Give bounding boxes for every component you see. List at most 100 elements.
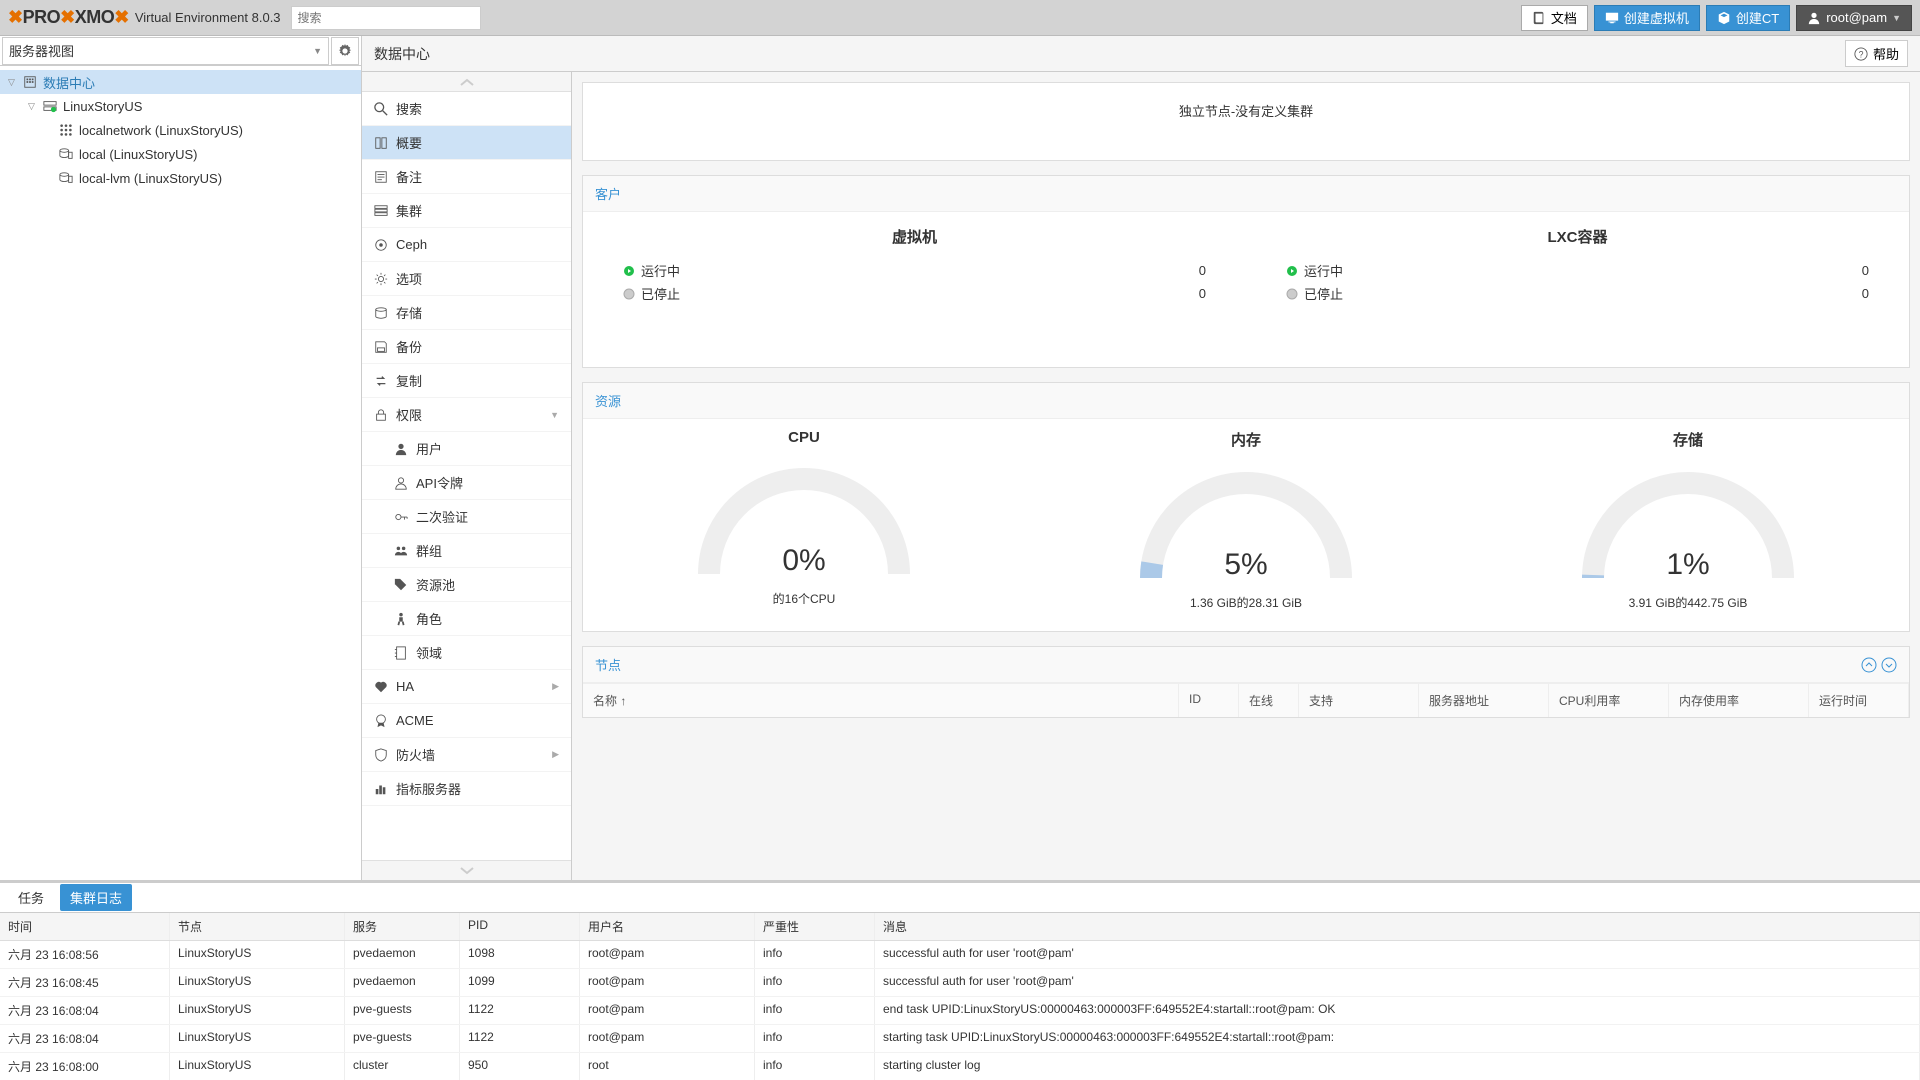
stopped-label: 已停止 bbox=[641, 284, 680, 303]
menu-storage[interactable]: 存储 bbox=[362, 296, 571, 330]
log-row[interactable]: 六月 23 16:08:45 LinuxStoryUS pvedaemon 10… bbox=[0, 969, 1920, 997]
lxc-running-row: 运行中 0 bbox=[1286, 261, 1869, 280]
menu-acme[interactable]: ACME bbox=[362, 704, 571, 738]
lxc-column: LXC容器 运行中 0 已停止 0 bbox=[1246, 226, 1909, 307]
col-cpu[interactable]: CPU利用率 bbox=[1549, 684, 1669, 717]
collapse-down-icon[interactable] bbox=[1881, 657, 1897, 673]
menu-summary[interactable]: 概要 bbox=[362, 126, 571, 160]
menu-scroll-up[interactable] bbox=[362, 72, 571, 92]
menu-pools[interactable]: 资源池 bbox=[362, 568, 571, 602]
tree-node[interactable]: ▽ LinuxStoryUS bbox=[0, 94, 361, 118]
menu-backup[interactable]: 备份 bbox=[362, 330, 571, 364]
guests-header: 客户 bbox=[583, 176, 1909, 212]
stopped-label: 已停止 bbox=[1304, 284, 1343, 303]
tree-settings-button[interactable] bbox=[331, 37, 359, 65]
menu-search[interactable]: 搜索 bbox=[362, 92, 571, 126]
menu-groups[interactable]: 群组 bbox=[362, 534, 571, 568]
create-vm-label: 创建虚拟机 bbox=[1624, 8, 1689, 27]
menu-permissions[interactable]: 权限▼ bbox=[362, 398, 571, 432]
tree-item-storage-local[interactable]: local (LinuxStoryUS) bbox=[0, 142, 361, 166]
nodes-title: 节点 bbox=[595, 655, 621, 674]
create-ct-button[interactable]: 创建CT bbox=[1706, 5, 1790, 31]
col-name[interactable]: 名称 ↑ bbox=[583, 684, 1179, 717]
col-node[interactable]: 节点 bbox=[170, 913, 345, 940]
menu-firewall[interactable]: 防火墙▶ bbox=[362, 738, 571, 772]
running-label: 运行中 bbox=[1304, 261, 1343, 280]
menu-options[interactable]: 选项 bbox=[362, 262, 571, 296]
top-header: ✖ PRO ✖ XMO ✖ Virtual Environment 8.0.3 … bbox=[0, 0, 1920, 36]
log-row[interactable]: 六月 23 16:08:04 LinuxStoryUS pve-guests 1… bbox=[0, 997, 1920, 1025]
menu-ha[interactable]: HA▶ bbox=[362, 670, 571, 704]
view-selector[interactable]: 服务器视图 ▼ bbox=[2, 37, 329, 65]
col-pid[interactable]: PID bbox=[460, 913, 580, 940]
log-node: LinuxStoryUS bbox=[170, 997, 345, 1024]
tree-item-label: localnetwork (LinuxStoryUS) bbox=[79, 123, 243, 138]
config-menu: 搜索 概要 备注 集群 Ceph 选项 存储 备份 复制 权限▼ 用户 API令… bbox=[362, 72, 572, 880]
menu-scroll-down[interactable] bbox=[362, 860, 571, 880]
log-severity: info bbox=[755, 941, 875, 968]
tree-item-storage-lvm[interactable]: local-lvm (LinuxStoryUS) bbox=[0, 166, 361, 190]
chevron-right-icon: ▶ bbox=[552, 681, 559, 692]
col-online[interactable]: 在线 bbox=[1239, 684, 1299, 717]
cpu-gauge-svg: 0% bbox=[684, 454, 924, 584]
menu-metrics[interactable]: 指标服务器 bbox=[362, 772, 571, 806]
vm-title: 虚拟机 bbox=[623, 226, 1206, 247]
storage-label: 存储 bbox=[1467, 429, 1909, 450]
log-severity: info bbox=[755, 1025, 875, 1052]
col-support[interactable]: 支持 bbox=[1299, 684, 1419, 717]
col-uptime[interactable]: 运行时间 bbox=[1809, 684, 1909, 717]
retweet-icon bbox=[374, 374, 388, 388]
menu-ceph[interactable]: Ceph bbox=[362, 228, 571, 262]
tree-datacenter[interactable]: ▽ 数据中心 bbox=[0, 70, 361, 94]
col-service[interactable]: 服务 bbox=[345, 913, 460, 940]
col-severity[interactable]: 严重性 bbox=[755, 913, 875, 940]
col-user[interactable]: 用户名 bbox=[580, 913, 755, 940]
menu-roles[interactable]: 角色 bbox=[362, 602, 571, 636]
help-button[interactable]: ? 帮助 bbox=[1845, 40, 1908, 67]
col-mem[interactable]: 内存使用率 bbox=[1669, 684, 1809, 717]
logo-x3: ✖ bbox=[114, 7, 129, 28]
docs-label: 文档 bbox=[1551, 8, 1577, 27]
running-label: 运行中 bbox=[641, 261, 680, 280]
menu-tfa[interactable]: 二次验证 bbox=[362, 500, 571, 534]
col-id[interactable]: ID bbox=[1179, 684, 1239, 717]
nodes-controls bbox=[1861, 657, 1897, 673]
create-vm-button[interactable]: 创建虚拟机 bbox=[1594, 5, 1700, 31]
menu-list: 搜索 概要 备注 集群 Ceph 选项 存储 备份 复制 权限▼ 用户 API令… bbox=[362, 92, 571, 860]
menu-replication[interactable]: 复制 bbox=[362, 364, 571, 398]
vm-stopped-value: 0 bbox=[1199, 286, 1206, 301]
col-addr[interactable]: 服务器地址 bbox=[1419, 684, 1549, 717]
menu-cluster[interactable]: 集群 bbox=[362, 194, 571, 228]
tree-item-network[interactable]: localnetwork (LinuxStoryUS) bbox=[0, 118, 361, 142]
menu-api-tokens[interactable]: API令牌 bbox=[362, 466, 571, 500]
log-row[interactable]: 六月 23 16:08:56 LinuxStoryUS pvedaemon 10… bbox=[0, 941, 1920, 969]
log-row[interactable]: 六月 23 16:08:04 LinuxStoryUS pve-guests 1… bbox=[0, 1025, 1920, 1053]
collapse-up-icon[interactable] bbox=[1861, 657, 1877, 673]
server-icon bbox=[42, 98, 58, 114]
stop-icon bbox=[1286, 288, 1298, 300]
notes-icon bbox=[374, 170, 388, 184]
log-severity: info bbox=[755, 969, 875, 996]
database-icon bbox=[58, 170, 74, 186]
heartbeat-icon bbox=[374, 680, 388, 694]
help-icon: ? bbox=[1854, 47, 1868, 61]
tree-item-label: local (LinuxStoryUS) bbox=[79, 147, 198, 162]
tab-cluster-log[interactable]: 集群日志 bbox=[60, 884, 132, 911]
docs-button[interactable]: 文档 bbox=[1521, 5, 1588, 31]
vm-stopped-row: 已停止 0 bbox=[623, 284, 1206, 303]
book-icon bbox=[1532, 11, 1546, 25]
log-row[interactable]: 六月 23 16:08:00 LinuxStoryUS cluster 950 … bbox=[0, 1053, 1920, 1080]
user-menu-button[interactable]: root@pam ▼ bbox=[1796, 5, 1912, 31]
menu-notes[interactable]: 备注 bbox=[362, 160, 571, 194]
global-search-input[interactable] bbox=[291, 6, 481, 30]
svg-text:?: ? bbox=[1859, 49, 1864, 59]
col-time[interactable]: 时间 bbox=[0, 913, 170, 940]
menu-users[interactable]: 用户 bbox=[362, 432, 571, 466]
menu-realms[interactable]: 领域 bbox=[362, 636, 571, 670]
content-header: 数据中心 ? 帮助 bbox=[362, 36, 1920, 72]
menu-label: 概要 bbox=[396, 133, 422, 152]
log-service: pvedaemon bbox=[345, 969, 460, 996]
col-message[interactable]: 消息 bbox=[875, 913, 1920, 940]
building-icon bbox=[22, 74, 38, 90]
tab-tasks[interactable]: 任务 bbox=[8, 884, 54, 911]
